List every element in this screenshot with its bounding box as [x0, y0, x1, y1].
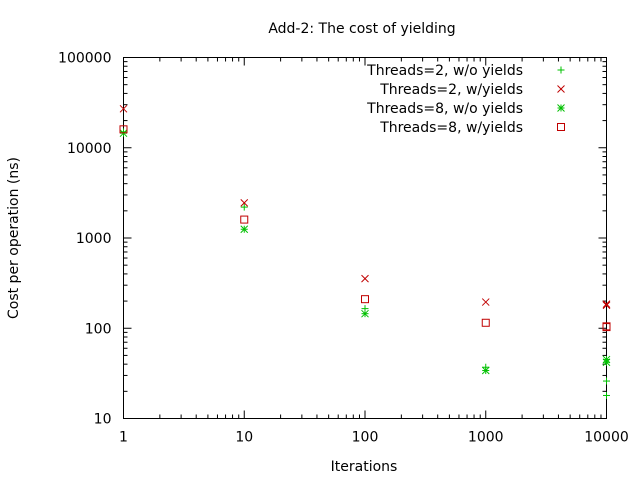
legend-label: Threads=2, w/o yields — [366, 63, 523, 79]
data-point-series-3 — [361, 309, 369, 318]
axis-ticks — [123, 57, 607, 419]
data-point-series-4 — [361, 295, 369, 304]
x-tick-label: 10 — [235, 430, 253, 446]
y-tick-label: 10000 — [67, 141, 112, 157]
y-tick-label: 1000 — [76, 231, 112, 247]
y-axis-label: Cost per operation (ns) — [6, 157, 22, 319]
legend-label: Threads=8, w/yields — [379, 120, 523, 136]
x-tick-label: 100 — [352, 430, 379, 446]
data-point-series-2 — [481, 298, 490, 306]
y-axis-tick-labels: 10 100 1000 10000 100000 — [58, 51, 111, 428]
data-point-series-1 — [603, 391, 610, 399]
data-point-series-3 — [602, 358, 611, 367]
data-point-series-4 — [481, 318, 490, 327]
x-tick-label: 1000 — [468, 430, 504, 446]
data-point-series-4 — [119, 125, 128, 134]
x-tick-label: 10000 — [584, 430, 629, 446]
data-point-series-4 — [240, 215, 249, 224]
data-points — [119, 104, 611, 399]
chart-title: Add-2: The cost of yielding — [268, 21, 455, 37]
legend-marker — [557, 123, 565, 131]
y-tick-label: 100000 — [58, 51, 111, 67]
x-axis-tick-labels: 1 10 100 1000 10000 — [119, 430, 629, 446]
data-point-series-3 — [481, 366, 490, 375]
data-point-series-1 — [240, 203, 248, 211]
data-point-series-4 — [602, 323, 611, 332]
legend-marker — [557, 104, 565, 112]
legend-marker — [557, 85, 565, 93]
y-tick-label: 10 — [94, 412, 112, 428]
data-point-series-2 — [602, 301, 611, 310]
data-point-series-2 — [602, 300, 611, 308]
legend-label: Threads=8, w/o yields — [366, 101, 523, 117]
legend: Threads=2, w/o yields Threads=2, w/yields… — [366, 63, 565, 136]
data-point-series-2 — [240, 199, 249, 207]
data-point-series-2 — [119, 104, 128, 113]
x-axis-label: Iterations — [331, 459, 398, 475]
data-point-series-1 — [603, 377, 610, 385]
legend-marker — [557, 66, 565, 74]
x-tick-label: 1 — [119, 430, 128, 446]
legend-label: Threads=2, w/yields — [379, 82, 523, 98]
data-point-series-2 — [361, 274, 369, 283]
data-point-series-3 — [240, 225, 249, 234]
y-tick-label: 100 — [85, 321, 112, 337]
